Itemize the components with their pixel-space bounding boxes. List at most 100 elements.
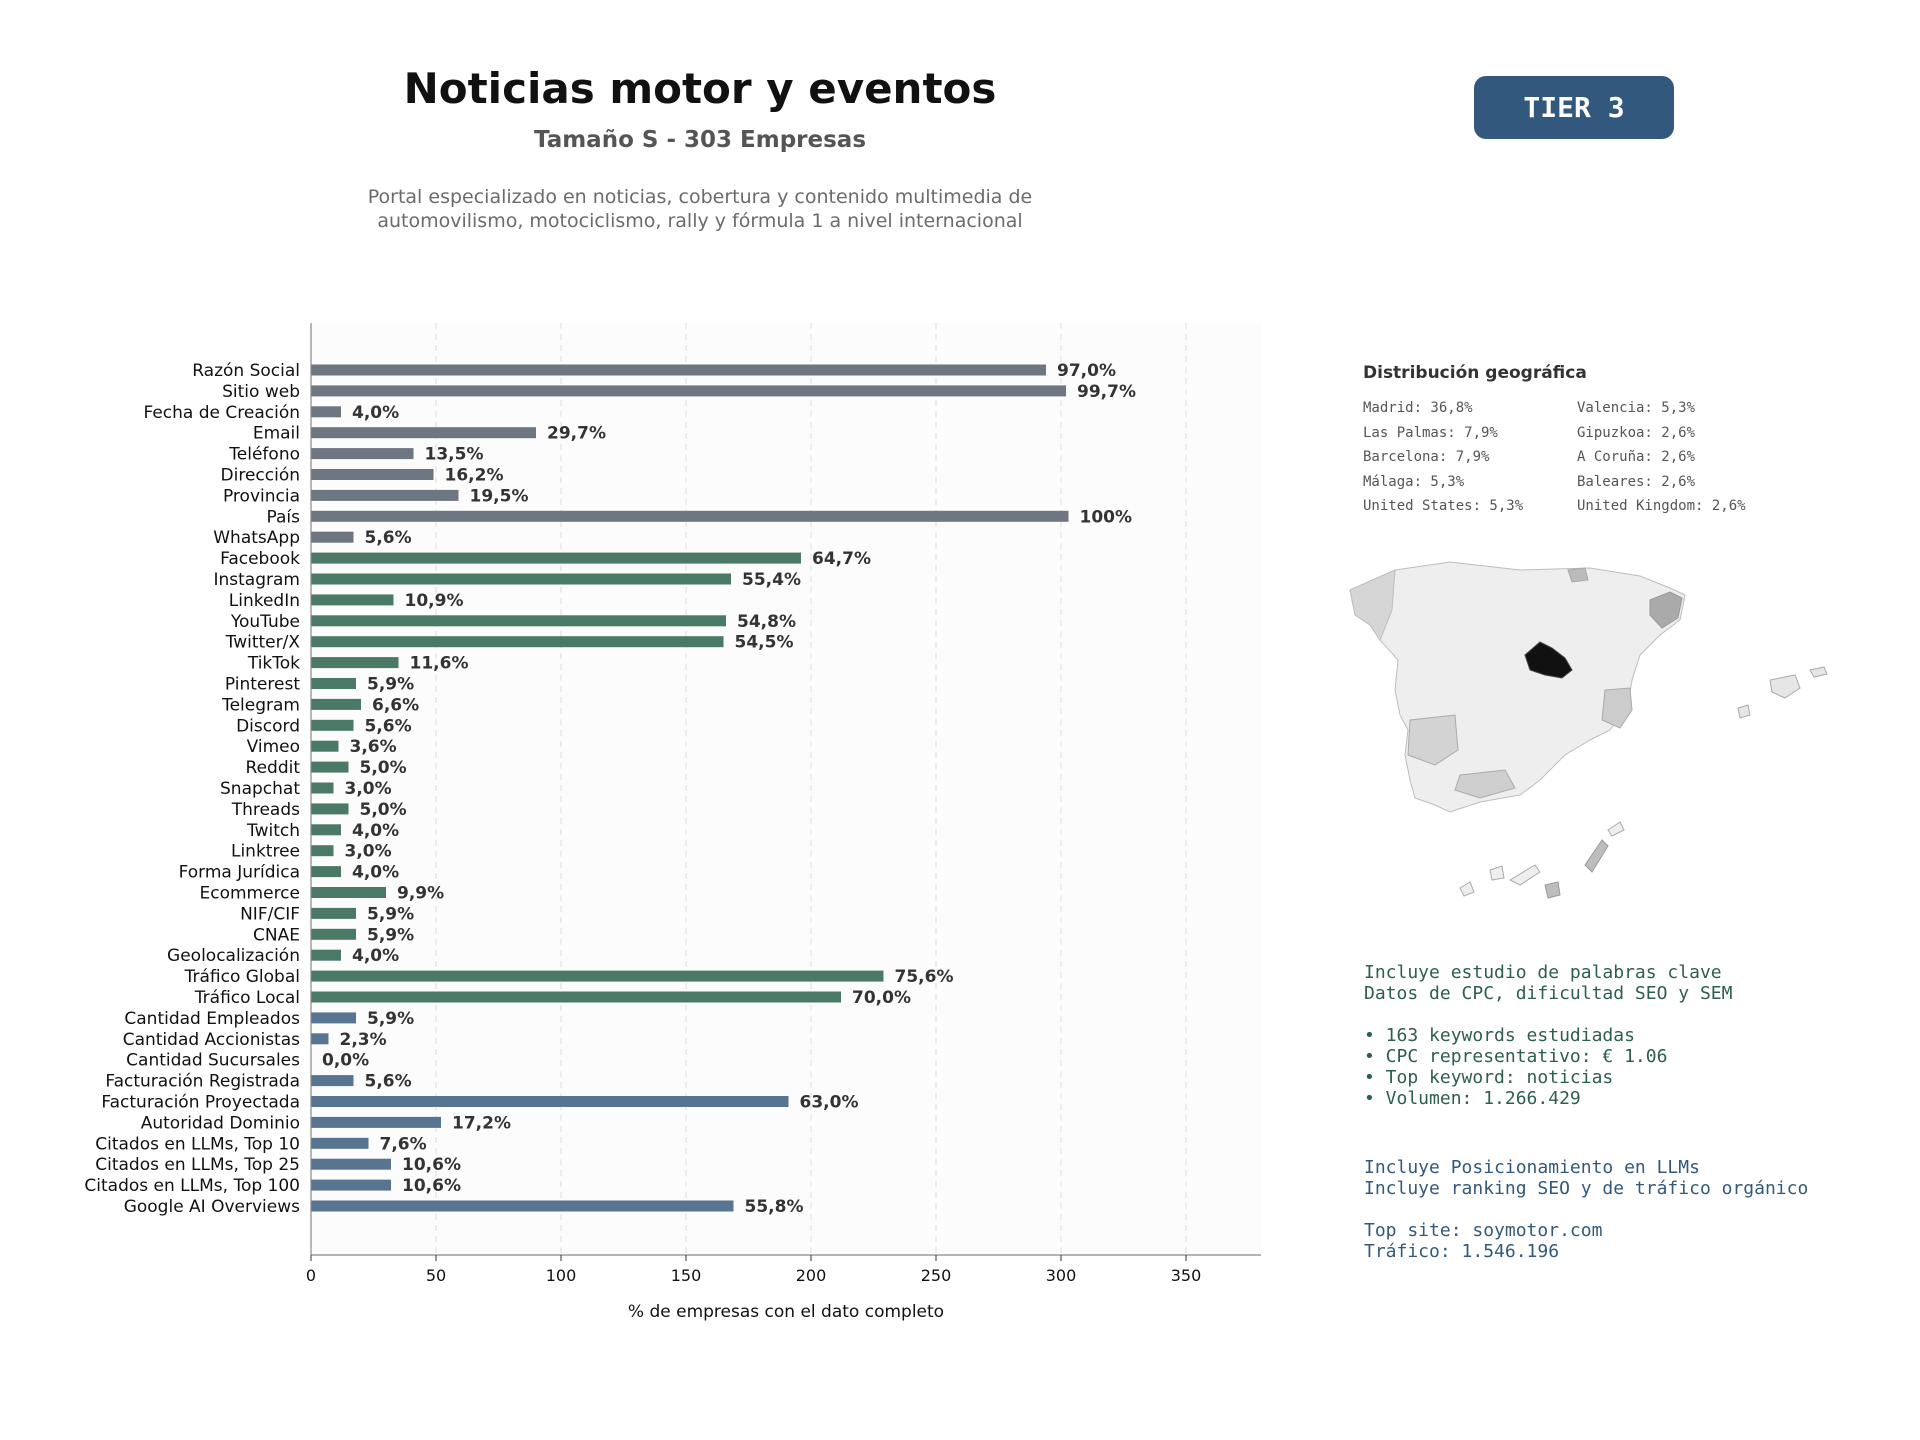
keywords-bullet: • CPC representativo: € 1.06 <box>1364 1046 1668 1067</box>
category-label: TikTok <box>247 654 300 674</box>
value-label: 3,6% <box>350 737 397 757</box>
bar <box>311 615 726 627</box>
geo-title: Distribución geográfica <box>1363 363 1587 383</box>
category-label: Facebook <box>220 549 300 569</box>
category-label: Reddit <box>246 758 301 778</box>
bar <box>311 1158 391 1170</box>
value-label: 54,5% <box>735 633 794 653</box>
bar <box>311 719 354 731</box>
category-label: Discord <box>236 716 300 736</box>
llm-line-2: Incluye ranking SEO y de tráfico orgánic… <box>1364 1178 1809 1199</box>
map-baleares-menorca <box>1809 666 1828 678</box>
value-label: 55,4% <box>742 570 801 590</box>
bar <box>311 1200 734 1212</box>
bar <box>311 887 386 898</box>
category-label: Cantidad Sucursales <box>126 1051 300 1071</box>
top-site: Top site: soymotor.com <box>1364 1220 1603 1241</box>
category-label: Twitch <box>246 821 300 841</box>
value-label: 5,0% <box>360 800 407 820</box>
x-tick-label: 250 <box>921 1266 952 1285</box>
bar <box>311 740 339 752</box>
geo-item: Málaga: 5,3% <box>1363 473 1465 490</box>
value-label: 54,8% <box>737 612 796 632</box>
x-tick-label: 350 <box>1171 1266 1202 1285</box>
value-label: 19,5% <box>470 486 529 506</box>
map-gipuzkoa <box>1567 567 1589 583</box>
value-label: 3,0% <box>345 779 392 799</box>
x-tick-label: 0 <box>306 1266 316 1285</box>
llm-info: Incluye Posicionamiento en LLMs Incluye … <box>1364 1157 1808 1262</box>
map-canarias-fuerteventura <box>1584 839 1609 873</box>
llm-line-1: Incluye Posicionamiento en LLMs <box>1364 1157 1700 1178</box>
category-label: LinkedIn <box>229 591 300 611</box>
map-canarias-gran-canaria <box>1544 881 1561 899</box>
bar <box>311 824 341 836</box>
category-label: YouTube <box>230 612 300 632</box>
category-label: Sitio web <box>222 382 300 402</box>
value-label: 4,0% <box>352 946 399 966</box>
bar <box>311 698 361 710</box>
value-label: 29,7% <box>547 424 606 444</box>
description: Portal especializado en noticias, cobert… <box>300 185 1100 233</box>
map-barcelona <box>1649 591 1683 629</box>
value-label: 64,7% <box>812 549 871 569</box>
map-galicia <box>1349 569 1396 642</box>
keywords-bullet: • Volumen: 1.266.429 <box>1364 1088 1581 1109</box>
bar <box>311 657 399 669</box>
value-label: 97,0% <box>1057 361 1116 381</box>
geo-distribution-list: Madrid: 36,8% Valencia: 5,3% Las Palmas: 7… <box>1363 400 1843 514</box>
value-label: 55,8% <box>745 1197 804 1217</box>
map-madrid <box>1524 641 1573 679</box>
category-label: Citados en LLMs, Top 10 <box>95 1134 300 1154</box>
category-label: Dirección <box>221 466 300 486</box>
category-label: Pinterest <box>225 675 300 695</box>
geo-item: Gipuzkoa: 2,6% <box>1577 424 1696 441</box>
bar <box>311 531 354 543</box>
geo-item: United States: 5,3% <box>1363 498 1524 514</box>
bar <box>311 761 349 773</box>
value-label: 5,0% <box>360 758 407 778</box>
geo-item: United Kingdom: 2,6% <box>1577 498 1746 514</box>
map-valencia <box>1601 687 1633 729</box>
map-malaga <box>1454 769 1516 799</box>
category-label: Threads <box>231 800 300 820</box>
map-canarias-2 <box>1489 865 1505 881</box>
bar <box>311 1137 369 1149</box>
category-label: Instagram <box>214 570 301 590</box>
bar <box>311 866 341 878</box>
x-tick-label: 100 <box>546 1266 577 1285</box>
value-label: 5,9% <box>367 675 414 695</box>
spain-map <box>1349 561 1828 899</box>
bar <box>311 364 1046 376</box>
category-label: Vimeo <box>247 737 300 757</box>
map-canarias-lanzarote <box>1607 821 1625 837</box>
category-label: Citados en LLMs, Top 25 <box>95 1155 300 1175</box>
value-label: 4,0% <box>352 403 399 423</box>
bars-layer: Razón Social 97,0% Sitio web 99,7% Fecha de … <box>84 361 1136 1217</box>
value-label: 6,6% <box>372 695 419 715</box>
category-label: Facturación Proyectada <box>101 1093 300 1113</box>
x-tick-label: 50 <box>426 1266 446 1285</box>
keywords-bullet: • Top keyword: noticias <box>1364 1067 1614 1088</box>
category-label: CNAE <box>253 925 300 945</box>
category-label: Teléfono <box>228 445 300 465</box>
map-canarias-tenerife <box>1508 864 1541 886</box>
value-label: 2,3% <box>340 1030 387 1050</box>
bar <box>311 448 414 460</box>
top-site-traffic: Tráfico: 1.546.196 <box>1364 1241 1560 1262</box>
value-label: 3,0% <box>345 842 392 862</box>
bar <box>311 406 341 418</box>
value-label: 75,6% <box>895 967 954 987</box>
category-label: Cantidad Accionistas <box>123 1030 300 1050</box>
description-line-2: automovilismo, motociclismo, rally y fór… <box>377 210 1023 232</box>
bar <box>311 782 334 794</box>
x-tick-label: 150 <box>671 1266 702 1285</box>
x-ticks: 0 50 100 150 200 250 300 350 <box>306 1255 1201 1285</box>
bar <box>311 1075 354 1087</box>
bar <box>311 1033 329 1045</box>
bar <box>311 385 1066 397</box>
map-baleares-ibiza <box>1737 704 1751 719</box>
bar <box>311 803 349 815</box>
tier-badge: TIER 3 <box>1474 76 1674 139</box>
bar <box>311 427 536 439</box>
